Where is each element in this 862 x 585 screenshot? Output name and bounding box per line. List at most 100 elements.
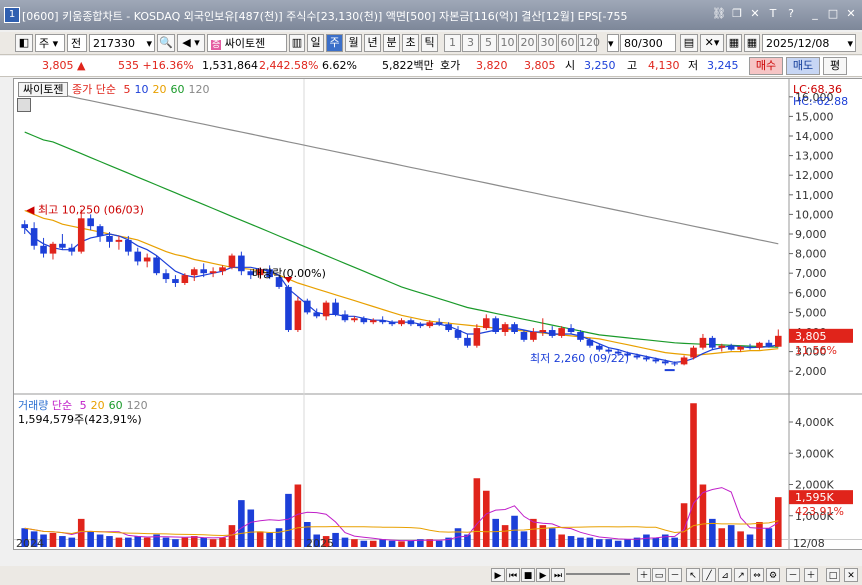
zoom-in-icon[interactable]: ＋ <box>637 568 651 582</box>
sell-button[interactable]: 매도 <box>786 57 820 75</box>
candle <box>275 275 283 289</box>
restore-icon[interactable]: ❐ <box>732 7 742 20</box>
scroll-right-icon[interactable]: ▶ <box>491 568 505 582</box>
bottom-maximize-icon[interactable]: □ <box>826 568 840 582</box>
interval-button-30[interactable]: 30 <box>538 34 557 52</box>
period-tab-3[interactable]: 년 <box>364 34 381 52</box>
period-tab-0[interactable]: 일 <box>307 34 324 52</box>
layout-icon[interactable]: ◧ <box>15 34 33 52</box>
measure-icon[interactable]: ⊿ <box>718 568 732 582</box>
candle <box>643 355 650 362</box>
forward-icon[interactable]: ⏭ <box>551 568 565 582</box>
help-icon[interactable]: ? <box>788 7 794 20</box>
volume-bar <box>256 531 264 547</box>
calendar-icon[interactable]: ▦ <box>744 34 760 52</box>
stock-name-field[interactable]: 증 싸이토젠 <box>207 34 287 52</box>
zoom-out-icon[interactable]: － <box>668 568 682 582</box>
candle <box>746 343 754 350</box>
chart-area[interactable]: 16,000 15,000 14,000 13,000 12,000 11,000 10,0… <box>13 78 862 550</box>
candle <box>765 339 773 348</box>
chart-svg[interactable]: 16,000 15,000 14,000 13,000 12,000 11,000 10,0… <box>14 79 862 550</box>
interval-button-1[interactable]: 1 <box>444 34 461 52</box>
window-icon[interactable]: 1 <box>4 7 20 23</box>
bottom-close-icon[interactable]: ✕ <box>844 568 858 582</box>
volume-bar <box>59 536 66 547</box>
maximize-icon[interactable]: □ <box>827 7 839 20</box>
period-tab-6[interactable]: 틱 <box>421 34 438 52</box>
candle <box>671 361 678 367</box>
candle <box>59 234 66 250</box>
high-value: 4,130 <box>648 59 680 72</box>
volume-bar <box>21 528 29 547</box>
legend-stock-name[interactable]: 싸이토젠 <box>18 82 69 97</box>
interval-button-5[interactable]: 5 <box>480 34 497 52</box>
prev-select[interactable]: 전 <box>67 34 87 52</box>
save-icon[interactable]: ▦ <box>726 34 742 52</box>
candle <box>143 253 151 268</box>
text-icon[interactable]: T <box>769 7 777 20</box>
trend-icon[interactable]: ↗ <box>734 568 748 582</box>
volume-bar <box>643 534 650 547</box>
speed-slider[interactable] <box>566 573 630 575</box>
volume-axis-label: 2,000K <box>795 479 834 492</box>
volume-bar <box>313 534 321 547</box>
candle <box>398 318 405 327</box>
interval-dropdown[interactable]: ▾ <box>607 34 619 52</box>
candle <box>285 284 292 332</box>
candle <box>727 343 735 351</box>
volume-ma5-line <box>24 487 779 542</box>
interval-button-20[interactable]: 20 <box>518 34 537 52</box>
chart-icon[interactable]: ▥ <box>289 34 305 52</box>
hc-label: HC:-62.88 <box>793 95 848 108</box>
bottom-zoom-in-icon[interactable]: ＋ <box>804 568 818 582</box>
scroll-icon[interactable]: ⇔ <box>750 568 764 582</box>
zoom-reset-icon[interactable]: ▭ <box>652 568 666 582</box>
minimize-icon[interactable]: _ <box>812 7 818 20</box>
interval-button-120[interactable]: 120 <box>578 34 600 52</box>
period-tab-1[interactable]: 주 <box>326 34 343 52</box>
candle <box>774 329 782 347</box>
volume-bar <box>633 537 641 547</box>
zoom-icon[interactable]: ▤ <box>680 34 698 52</box>
volume-legend-ma-60: 60 <box>108 399 123 412</box>
eval-button[interactable]: 평 <box>823 57 847 75</box>
indicator-icon[interactable]: ✕▾ <box>700 34 724 52</box>
volume-legend-ma-5: 5 <box>79 399 87 412</box>
play-icon[interactable]: ▶ <box>536 568 550 582</box>
line-tool-icon[interactable]: ╱ <box>702 568 716 582</box>
grid-toggle-icon[interactable] <box>17 98 31 112</box>
settings-icon[interactable]: ⚙ <box>766 568 780 582</box>
market-select[interactable]: 주 ▾ <box>35 34 65 52</box>
buy-button[interactable]: 매수 <box>749 57 783 75</box>
rewind-icon[interactable]: ⏮ <box>506 568 520 582</box>
volume-axis-label: 1,000K <box>795 510 834 523</box>
candle <box>633 353 641 360</box>
candle <box>454 326 462 340</box>
interval-button-3[interactable]: 3 <box>462 34 479 52</box>
period-tab-2[interactable]: 월 <box>345 34 362 52</box>
code-input[interactable]: 217330 ▾ <box>89 34 155 52</box>
legend-ma-5: 5 <box>123 83 131 96</box>
pin-icon[interactable]: ✕ <box>750 7 760 20</box>
volume-bar <box>567 536 575 547</box>
search-icon[interactable]: 🔍 <box>157 34 175 52</box>
price-tag: 3,805 <box>795 330 827 343</box>
volume-bar <box>285 493 292 547</box>
candle <box>153 255 160 276</box>
bottom-zoom-out-icon[interactable]: － <box>786 568 800 582</box>
close-icon[interactable]: ✕ <box>846 7 856 20</box>
interval-button-60[interactable]: 60 <box>558 34 577 52</box>
cursor-icon[interactable]: ↖ <box>686 568 700 582</box>
link-icon[interactable]: ⛓ <box>712 7 726 20</box>
period-tab-5[interactable]: 초 <box>402 34 419 52</box>
count-input[interactable]: 80/300 <box>620 34 676 52</box>
sound-icon[interactable]: ◀ ▾ <box>177 34 205 52</box>
volume-bar <box>464 534 471 547</box>
volume-bar <box>426 539 434 547</box>
period-tab-4[interactable]: 분 <box>383 34 400 52</box>
date-input[interactable]: 2025/12/08 ▾ <box>762 34 856 52</box>
interval-button-10[interactable]: 10 <box>498 34 517 52</box>
x-axis-label: 12/08 <box>793 537 825 549</box>
stop-icon[interactable]: ■ <box>521 568 535 582</box>
